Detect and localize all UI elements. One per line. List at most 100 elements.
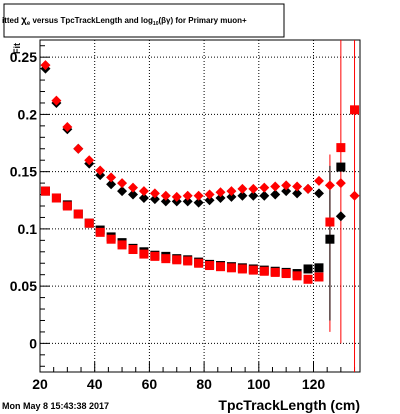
diamond-marker [303, 183, 314, 194]
diamond-marker [270, 189, 281, 200]
title-post: (βγ) for Primary muon+ [158, 16, 247, 25]
diamond-marker [127, 189, 138, 200]
diamond-marker [226, 186, 237, 197]
diamond-marker [117, 178, 128, 189]
square-marker [248, 265, 258, 275]
title-box [3, 3, 285, 38]
x-tick-label: 120 [302, 376, 326, 392]
square-marker [303, 264, 313, 274]
diamond-marker [193, 190, 204, 201]
diamond-marker [182, 196, 193, 207]
diamond-marker [40, 60, 51, 71]
error-bars [329, 40, 356, 372]
diamond-marker [270, 181, 281, 192]
x-tick-label: 80 [196, 376, 212, 392]
square-marker [51, 193, 61, 203]
square-marker [194, 258, 204, 268]
diamond-marker [226, 191, 237, 202]
diamond-marker [160, 190, 171, 201]
diamond-marker [62, 122, 73, 133]
square-marker [314, 263, 324, 273]
square-marker [117, 240, 127, 250]
timestamp: Mon May 8 15:43:38 2017 [2, 401, 109, 411]
chi-subscript: e [27, 21, 31, 27]
diamond-marker [259, 190, 270, 201]
diamond-marker [106, 172, 117, 183]
square-marker [84, 218, 94, 228]
diamond-marker [215, 192, 226, 203]
diamond-marker [127, 182, 138, 193]
diamond-marker [51, 95, 62, 106]
square-marker [325, 234, 335, 244]
tick-labels: 20 40 60 80 100 120 0 0.05 0.1 0.15 0.2 0.25 [10, 49, 326, 392]
y-tick-label: 0.15 [10, 164, 37, 180]
diamond-marker [138, 192, 149, 203]
square-marker [325, 217, 335, 227]
square-marker [73, 209, 83, 219]
title-pre: itted [2, 16, 21, 25]
diamond-marker [193, 197, 204, 208]
x-axis-label: TpcTrackLength (cm) [218, 397, 360, 413]
diamond-marker [248, 183, 259, 194]
square-marker [336, 143, 346, 153]
y-tick-label: 0.2 [18, 106, 38, 122]
diamond-marker [281, 180, 292, 191]
square-marker [205, 261, 215, 271]
square-marker [62, 201, 72, 211]
square-marker [150, 251, 160, 261]
square-marker [259, 266, 269, 276]
square-marker [281, 269, 291, 279]
diamond-marker [281, 186, 292, 197]
diamond-marker [95, 165, 106, 176]
square-marker [336, 162, 346, 172]
diamond-marker [160, 196, 171, 207]
diamond-marker [259, 182, 270, 193]
square-marker [106, 234, 116, 244]
diamond-marker [237, 183, 248, 194]
chi-symbol: χ [21, 15, 27, 26]
square-marker [237, 264, 247, 274]
diamond-marker [182, 190, 193, 201]
diamond-marker [106, 179, 117, 190]
square-marker [95, 227, 105, 237]
axis-ticks [39, 45, 356, 372]
square-marker [226, 263, 236, 273]
square-marker [270, 267, 280, 277]
chart-title: itted χe versus TpcTrackLength and log10… [2, 15, 247, 27]
diamond-marker [349, 190, 360, 201]
y-axis-label: Fit [12, 43, 22, 54]
diamond-marker [324, 180, 335, 191]
diamond-marker [171, 191, 182, 202]
square-marker [40, 186, 50, 196]
x-tick-label: 20 [32, 376, 48, 392]
diamond-marker [149, 188, 160, 199]
square-marker [139, 249, 149, 259]
diamond-marker [117, 186, 128, 197]
square-marker [292, 271, 302, 281]
diamond-marker [215, 187, 226, 198]
diamond-marker [313, 188, 324, 199]
y-tick-label: 0.25 [10, 49, 37, 65]
diamond-marker [84, 155, 95, 166]
diamond-marker [292, 188, 303, 199]
diamond-marker [313, 175, 324, 186]
diamond-marker [335, 211, 346, 222]
square-marker [216, 262, 226, 272]
diamond-marker [248, 190, 259, 201]
square-marker [314, 272, 324, 282]
y-tick-label: 0 [29, 335, 37, 351]
diamond-marker [335, 178, 346, 189]
log-subscript: 10 [153, 21, 159, 27]
x-tick-label: 60 [142, 376, 158, 392]
diamond-marker [237, 190, 248, 201]
x-tick-label: 100 [247, 376, 271, 392]
grid-lines [39, 40, 360, 372]
square-marker [350, 105, 360, 115]
square-marker [128, 245, 138, 255]
diamond-marker [149, 194, 160, 205]
square-marker [183, 256, 193, 266]
diamond-marker [292, 181, 303, 192]
y-tick-label: 0.05 [10, 278, 37, 294]
square-marker [161, 254, 171, 264]
